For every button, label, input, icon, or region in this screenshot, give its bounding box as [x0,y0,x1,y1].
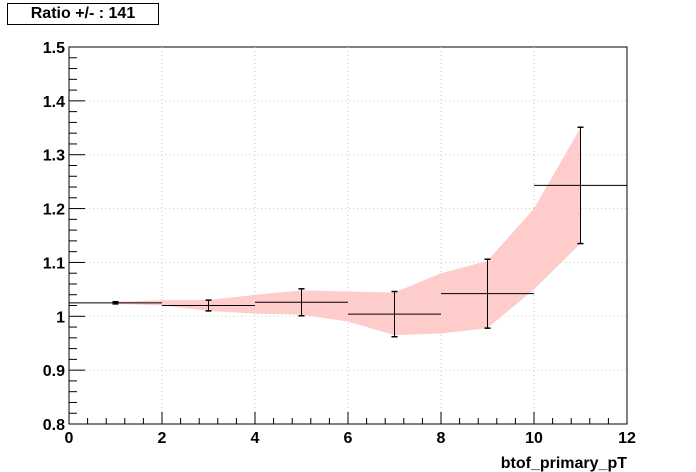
axes: 0 2 4 6 8 10 12 0.8 0.9 1 1.1 1.2 1.3 1.4 1.5 [43,40,636,447]
y-tick-label: 1 [56,309,65,326]
x-axis-title: btof_primary_pT [501,455,627,472]
x-tick-label: 10 [525,430,543,447]
y-tick-label: 1.3 [43,148,65,165]
uncertainty-band [115,127,581,336]
data-point [162,299,255,312]
x-tick-label: 6 [344,430,353,447]
y-tick-label: 0.8 [43,417,65,434]
y-tick-label: 1.5 [43,40,65,57]
x-tick-label: 0 [65,430,74,447]
y-tick-label: 1.2 [43,202,65,219]
chart-title: Ratio +/- : 141 [7,3,159,25]
data-point [255,288,348,317]
data-point [441,258,534,329]
x-tick-label: 2 [158,430,167,447]
x-tick-label: 12 [618,430,636,447]
x-tick-label: 8 [437,430,446,447]
y-tick-label: 0.9 [43,363,65,380]
y-tick-label: 1.4 [43,94,65,111]
data-point [348,290,441,338]
x-tick-label: 4 [251,430,260,447]
data-point [69,300,162,305]
data-points [69,126,627,338]
data-point [534,126,627,245]
y-tick-label: 1.1 [43,255,65,272]
band-area [115,127,581,336]
